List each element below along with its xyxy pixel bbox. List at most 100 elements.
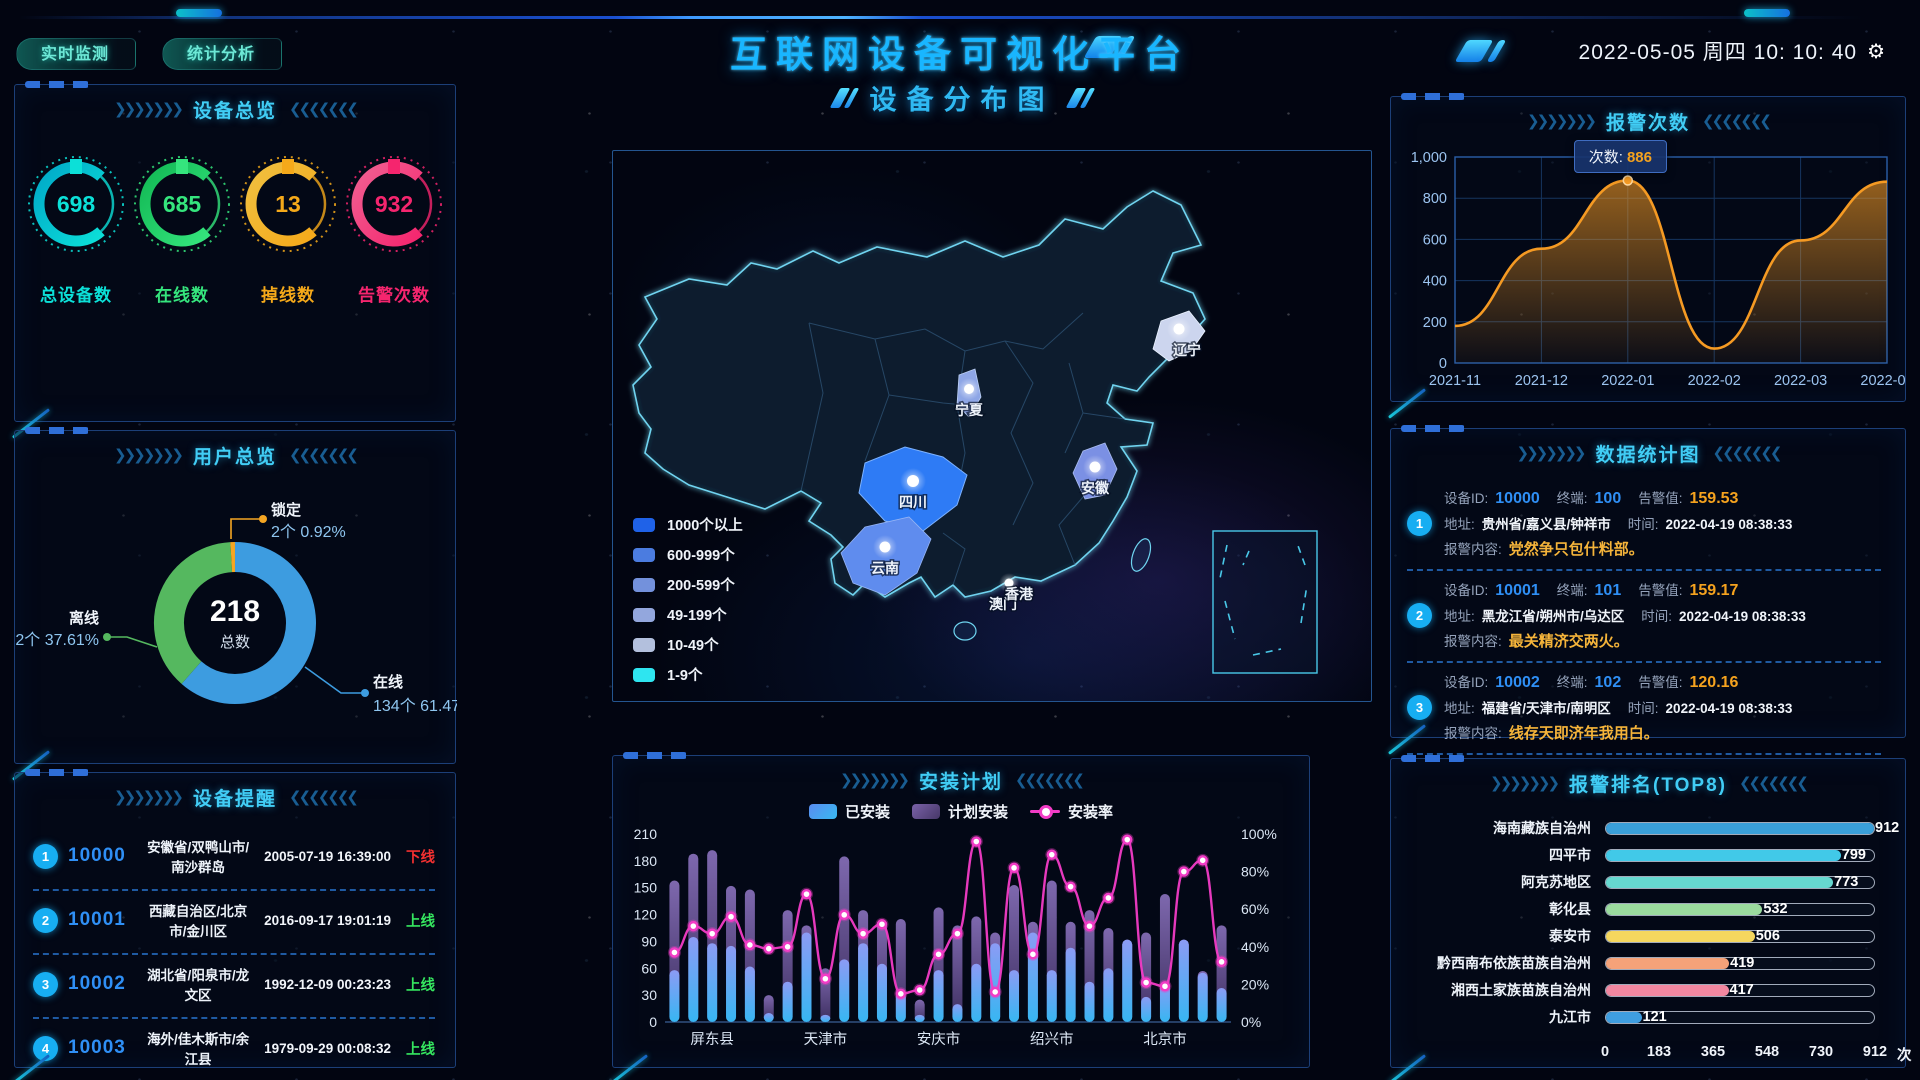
bar-installed[interactable]: [707, 943, 718, 1022]
map-legend-item: 10-49个: [633, 634, 743, 655]
bar-installed[interactable]: [744, 966, 755, 1022]
bar-installed[interactable]: [839, 959, 850, 1022]
svg-text:932: 932: [375, 191, 413, 217]
rate-point[interactable]: [669, 947, 680, 958]
rank-value: 912: [1875, 819, 1900, 836]
legend-swatch: [633, 577, 655, 592]
field-label: 报警内容:: [1444, 634, 1502, 649]
china-map[interactable]: 辽宁 宁夏 四川 安徽 云南 澳门 香港 1000个以上 600-999个 200-…: [612, 150, 1372, 702]
bar-installed[interactable]: [1009, 970, 1020, 1022]
donut-segment-在线[interactable]: [181, 542, 316, 704]
bar-installed[interactable]: [971, 963, 982, 1022]
rate-point[interactable]: [688, 920, 699, 932]
alarm-value: 120.16: [1689, 674, 1739, 691]
alert-row: 2 10001 西藏自治区/北京市/金川区 2016-09-17 19:01:19 上线: [33, 891, 435, 955]
tab-realtime-monitor[interactable]: 实时监测: [16, 38, 137, 70]
bar-installed[interactable]: [1216, 987, 1227, 1022]
title-chevrons-right-icon: ❮❮❮❮❮❮❮: [289, 101, 359, 118]
legend-swatch: [911, 803, 940, 819]
install-chart[interactable]: 0 30 60 90 120 150 180 210 0% 20% 40% 60% 80% 100% 屏东县…: [613, 826, 1309, 1067]
rate-point[interactable]: [876, 919, 888, 930]
data-stats-panel: ❯❯❯❯❯❯❯ 数据统计图 ❮❮❮❮❮❮❮ 1 设备ID: 10000 终端: 100 告…: [1390, 425, 1906, 755]
user-overview-panel: ❯❯❯❯❯❯❯ 用户总览 ❮❮❮❮❮❮❮ 218 总数 锁定 2个 0.92% 离线 82…: [6, 427, 474, 764]
field-label: 终端:: [1556, 491, 1588, 506]
bar-installed[interactable]: [895, 992, 906, 1022]
row-number-badge: 3: [1407, 694, 1432, 720]
bar-installed[interactable]: [933, 970, 944, 1022]
bar-installed[interactable]: [876, 963, 887, 1022]
bar-installed[interactable]: [726, 945, 737, 1022]
bar-installed[interactable]: [782, 981, 793, 1022]
alarm-rank-chart[interactable]: 海南藏族自治州 912 四平市 799 阿克苏地区 773 彰化县 532 泰安市 506 黔西南布…: [1391, 799, 1905, 1030]
svg-text:60: 60: [641, 960, 657, 976]
bar-installed[interactable]: [669, 970, 680, 1022]
legend-item-安装率[interactable]: 安装率: [1030, 801, 1113, 822]
rate-point[interactable]: [839, 909, 850, 921]
bar-installed[interactable]: [1197, 972, 1208, 1022]
rate-point[interactable]: [952, 928, 963, 939]
china-map-svg[interactable]: 辽宁 宁夏 四川 安徽 云南 澳门 香港: [613, 151, 1372, 702]
bar-installed[interactable]: [914, 1014, 925, 1022]
rate-point[interactable]: [1216, 956, 1227, 968]
bar-installed[interactable]: [1178, 939, 1189, 1022]
rate-point[interactable]: [933, 949, 944, 960]
bar-planned[interactable]: [952, 925, 963, 1022]
bar-installed[interactable]: [763, 1013, 774, 1022]
rate-point[interactable]: [1027, 949, 1039, 960]
rate-point[interactable]: [971, 836, 982, 847]
datetime-text: 2022-05-05 周四 10: 10: 40: [1578, 41, 1858, 64]
bar-installed[interactable]: [1046, 970, 1057, 1022]
row-number-badge: 1: [1407, 510, 1432, 536]
svg-text:2022-02: 2022-02: [1688, 373, 1741, 389]
legend-item-已安装[interactable]: 已安装: [808, 801, 890, 822]
rate-point[interactable]: [1065, 881, 1076, 892]
rate-point[interactable]: [1084, 920, 1095, 932]
svg-text:13: 13: [275, 191, 301, 217]
svg-text:82个 37.61%: 82个 37.61%: [15, 631, 99, 649]
bar-installed[interactable]: [858, 943, 869, 1022]
rate-point[interactable]: [1103, 892, 1114, 904]
panel-title: ❯❯❯❯❯❯❯ 设备提醒 ❮❮❮❮❮❮❮: [114, 788, 359, 810]
stat-time: 2022-04-19 08:38:33: [1679, 609, 1806, 624]
terminal-id: 100: [1594, 490, 1622, 507]
rate-point[interactable]: [820, 973, 831, 984]
bar-installed[interactable]: [1103, 968, 1114, 1022]
bar-installed[interactable]: [1084, 981, 1095, 1022]
rate-point[interactable]: [1178, 866, 1190, 877]
rate-point[interactable]: [1159, 981, 1171, 992]
tab-statistic-analysis[interactable]: 统计分析: [162, 38, 283, 70]
device-id: 10002: [1495, 674, 1540, 691]
bar-installed[interactable]: [1159, 981, 1170, 1022]
rate-point[interactable]: [1197, 855, 1208, 866]
rate-point[interactable]: [1008, 862, 1020, 874]
svg-text:400: 400: [1423, 274, 1447, 290]
bar-installed[interactable]: [990, 943, 1001, 1022]
rate-point[interactable]: [782, 941, 793, 953]
rate-point[interactable]: [801, 888, 812, 900]
rate-point[interactable]: [706, 928, 718, 939]
legend-label: 10-49个: [667, 638, 719, 654]
bar-installed[interactable]: [952, 1004, 963, 1022]
rate-point[interactable]: [857, 928, 869, 939]
bar-installed[interactable]: [1122, 939, 1133, 1022]
gauge-label: 总设备数: [40, 286, 112, 305]
rate-point[interactable]: [914, 984, 925, 996]
bar-installed[interactable]: [688, 936, 699, 1022]
rate-point[interactable]: [895, 988, 907, 1000]
rate-point[interactable]: [989, 986, 1001, 998]
bar-installed[interactable]: [801, 932, 812, 1022]
settings-gear-icon[interactable]: ⚙: [1867, 40, 1886, 63]
legend-item-计划安装[interactable]: 计划安装: [911, 801, 1008, 822]
rate-point[interactable]: [725, 911, 737, 922]
bar-installed[interactable]: [820, 1014, 831, 1022]
rate-point[interactable]: [763, 943, 774, 954]
rate-point[interactable]: [744, 939, 756, 951]
rate-point[interactable]: [1046, 849, 1057, 860]
bar-installed[interactable]: [1141, 996, 1152, 1022]
donut-segment-离线[interactable]: [154, 542, 233, 684]
bar-installed[interactable]: [1065, 947, 1076, 1022]
user-donut-chart[interactable]: 218 总数 锁定 2个 0.92% 离线 82个 37.61% 在线 134个 61.47%: [6, 471, 474, 762]
rate-point[interactable]: [1122, 834, 1133, 845]
alarm-count-chart[interactable]: 次数: 886 1,000 800 600 400 200 0 2021-11 2021-12 2…: [1391, 137, 1914, 404]
rate-point[interactable]: [1140, 977, 1152, 988]
